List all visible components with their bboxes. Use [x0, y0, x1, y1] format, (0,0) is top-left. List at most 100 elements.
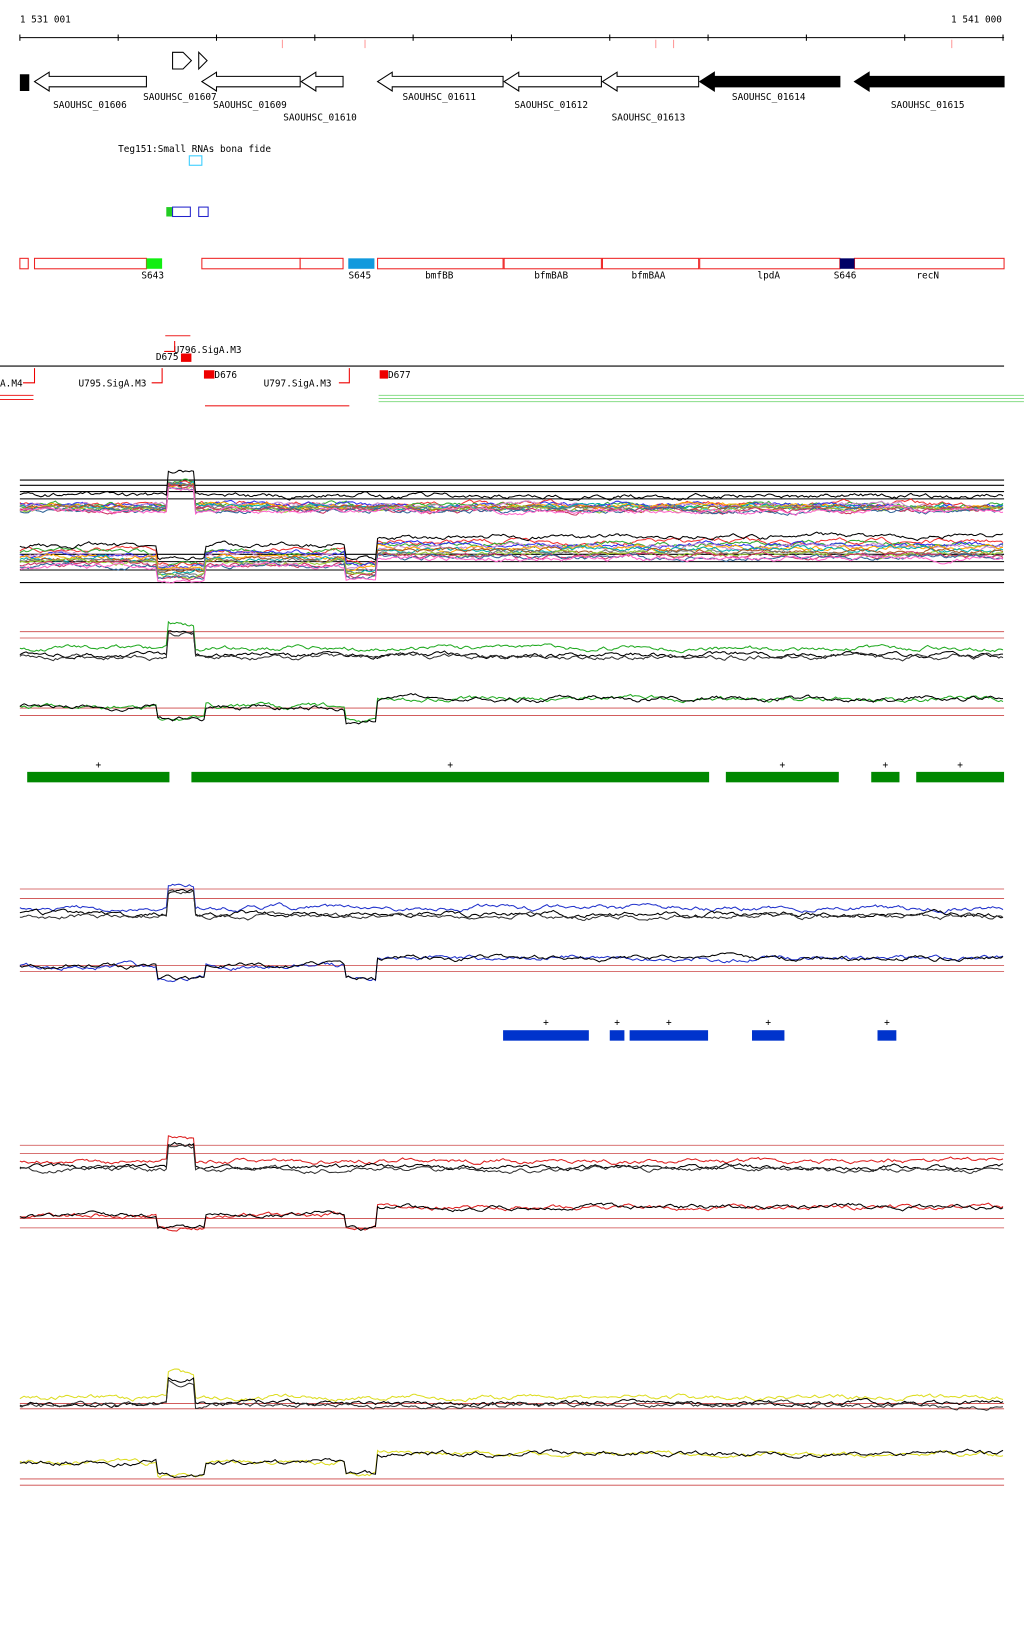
blue-segment — [877, 1030, 897, 1041]
signal-trace — [19, 1378, 1004, 1411]
gene-label: SAOUHSC_01611 — [402, 92, 476, 103]
region-label: lpdA — [757, 271, 780, 282]
promoter-label: D675 — [156, 352, 179, 363]
gene-arrow — [200, 71, 301, 92]
segment-strand: + — [957, 760, 963, 771]
signal-trace — [19, 620, 1004, 654]
green-segment — [871, 771, 900, 783]
promoter-flag — [151, 368, 163, 384]
gene-end — [19, 74, 30, 91]
blue-segment — [503, 1030, 589, 1041]
region-box — [299, 257, 344, 270]
region-label: S645 — [348, 271, 371, 282]
terminator — [379, 370, 389, 379]
signal-trace — [19, 1202, 1004, 1232]
gene-label: SAOUHSC_01607 — [143, 92, 217, 103]
browser-content: 1 531 001 1 541 000 Teg151:Small RNAs bo… — [0, 14, 1024, 1486]
signal-trace — [19, 540, 1004, 570]
ruler-end: 1 541 000 — [951, 14, 1002, 25]
green-segment — [725, 771, 839, 783]
gene-arrow — [698, 71, 841, 92]
gene-arrow — [300, 71, 344, 92]
region-highlight — [348, 258, 375, 269]
region-label: bfmBAA — [631, 271, 665, 282]
signal-trace — [19, 1448, 1004, 1479]
srna-label: Teg151:Small RNAs bona fide — [118, 144, 271, 155]
region-box — [33, 257, 147, 270]
gene-label: SAOUHSC_01614 — [732, 92, 806, 103]
region-label: S646 — [834, 271, 857, 282]
gene-arrow — [33, 71, 147, 92]
signal-trace — [19, 1368, 1004, 1403]
promoter-label: D676 — [214, 370, 237, 381]
region-box — [699, 257, 841, 270]
segment-strand: + — [765, 1017, 771, 1028]
signal-trace — [19, 553, 1004, 584]
green-segment — [191, 771, 710, 783]
blue-segment — [609, 1030, 625, 1041]
segment-strand: + — [447, 760, 453, 771]
region-box — [503, 257, 602, 270]
region-label: S643 — [141, 271, 164, 282]
signal-trace — [19, 883, 1004, 914]
gene-arrow — [601, 71, 700, 92]
signal-trace — [19, 630, 1004, 662]
signal-trace — [19, 531, 1004, 561]
gene-arrow — [376, 71, 504, 92]
gene-label: SAOUHSC_01613 — [612, 113, 686, 124]
signal-trace — [19, 889, 1004, 921]
blue-segment — [629, 1030, 709, 1041]
promoter-label: U795.SigA.M3 — [78, 378, 146, 389]
promoter-flag — [23, 368, 36, 384]
srna-box — [188, 155, 203, 166]
promoter-label: U796.SigA.M3 — [174, 345, 242, 356]
region-highlight — [839, 258, 855, 269]
region-box — [201, 257, 301, 270]
signal-trace — [19, 1377, 1004, 1409]
signal-trace — [19, 692, 1004, 725]
green-segment — [27, 771, 170, 783]
terminator — [203, 370, 215, 379]
signal-trace — [19, 536, 1004, 567]
feature-box — [172, 206, 191, 218]
region-label: bfmBAB — [534, 271, 568, 282]
segment-strand: + — [614, 1017, 620, 1028]
segment-strand: + — [779, 760, 785, 771]
signal-trace — [19, 1202, 1004, 1231]
blue-segment — [752, 1030, 785, 1041]
signal-trace — [19, 543, 1004, 572]
terminator — [180, 353, 192, 362]
region-box — [19, 257, 29, 270]
gene-label: SAOUHSC_01609 — [213, 100, 287, 111]
region-label: bmfBB — [425, 271, 454, 282]
gene-arrow — [503, 71, 602, 92]
segment-strand: + — [884, 1017, 890, 1028]
signal-trace — [19, 544, 1004, 575]
region-label: recN — [916, 271, 939, 282]
promoter-flag — [164, 340, 176, 352]
signal-trace — [19, 469, 1004, 501]
gene-label: SAOUHSC_01615 — [891, 100, 965, 111]
feature-box — [198, 206, 209, 218]
feature-box — [166, 207, 173, 217]
signal-trace — [19, 541, 1004, 572]
region-box — [601, 257, 700, 270]
segment-strand: + — [666, 1017, 672, 1028]
signal-trace — [19, 1144, 1004, 1175]
gene-label: SAOUHSC_01606 — [53, 100, 127, 111]
gene-arrow-small — [172, 51, 208, 71]
gene-arrow — [853, 71, 1005, 92]
promoter-label: U797.SigA.M3 — [264, 378, 332, 389]
segment-strand: + — [95, 760, 101, 771]
signal-trace — [19, 552, 1004, 580]
promoter-flag — [338, 368, 350, 384]
promoter-label: A.M4 — [0, 378, 23, 389]
green-segment — [916, 771, 1005, 783]
region-highlight — [146, 258, 163, 269]
signal-trace — [19, 1135, 1004, 1165]
signal-trace — [19, 952, 1004, 981]
signal-trace — [19, 486, 1004, 516]
signal-trace — [19, 483, 1004, 514]
ruler-start: 1 531 001 — [20, 14, 71, 25]
